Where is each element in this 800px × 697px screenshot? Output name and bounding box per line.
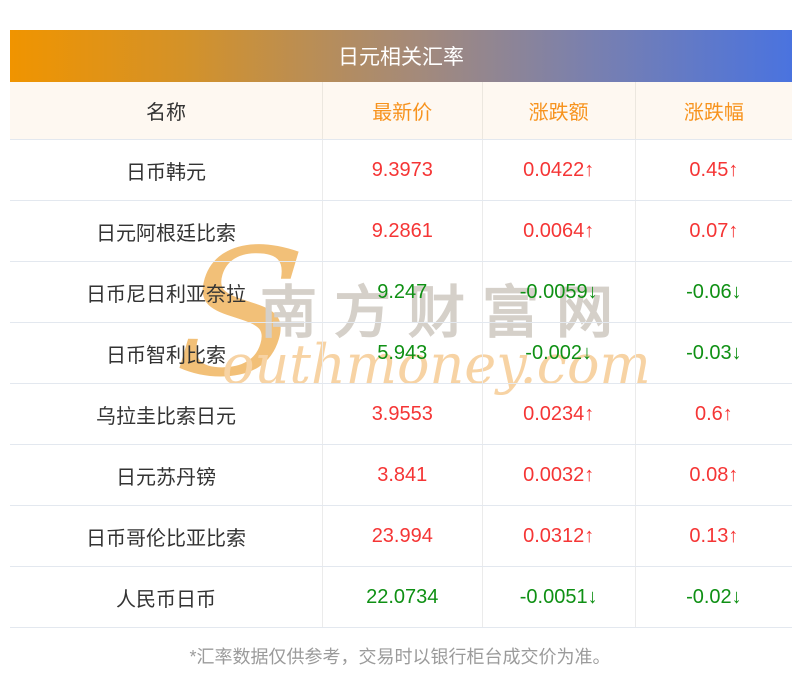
row-pct: -0.03↓ (634, 323, 792, 383)
row-name: 日币韩元 (126, 161, 206, 184)
exchange-rate-table: 日元相关汇率 名称 最新价 涨跌额 涨跌幅 日币韩元 9.3973 0.0422… (10, 30, 792, 628)
header-pct: 涨跌幅 (634, 82, 792, 139)
row-change: 0.0312↑ (481, 506, 635, 566)
table-row: 乌拉圭比索日元 3.9553 0.0234↑ 0.6↑ (10, 384, 792, 445)
row-name: 乌拉圭比索日元 (96, 405, 236, 428)
header-name: 名称 (146, 102, 186, 124)
table-row: 日元苏丹镑 3.841 0.0032↑ 0.08↑ (10, 445, 792, 506)
row-price: 3.841 (322, 445, 482, 505)
table-title: 日元相关汇率 (338, 46, 464, 69)
row-name: 日币智利比索 (106, 344, 226, 367)
row-change: 0.0032↑ (481, 445, 635, 505)
row-pct: -0.06↓ (634, 262, 792, 322)
row-pct: 0.45↑ (634, 140, 792, 200)
row-price: 9.2861 (322, 201, 482, 261)
row-name: 人民币日币 (116, 588, 216, 611)
row-price: 5.943 (322, 323, 482, 383)
row-price: 9.247 (322, 262, 482, 322)
row-pct: 0.6↑ (634, 384, 792, 444)
table-row: 人民币日币 22.0734 -0.0051↓ -0.02↓ (10, 567, 792, 628)
row-price: 9.3973 (322, 140, 482, 200)
row-change: 0.0422↑ (481, 140, 635, 200)
row-change: 0.0234↑ (481, 384, 635, 444)
row-pct: 0.07↑ (634, 201, 792, 261)
disclaimer-note: *汇率数据仅供参考，交易时以银行柜台成交价为准。 (189, 647, 611, 667)
row-change: -0.0059↓ (481, 262, 635, 322)
row-price: 22.0734 (322, 567, 482, 627)
row-name: 日币哥伦比亚比索 (86, 527, 246, 550)
row-change: 0.0064↑ (481, 201, 635, 261)
table-row: 日元阿根廷比索 9.2861 0.0064↑ 0.07↑ (10, 201, 792, 262)
table-header-row: 名称 最新价 涨跌额 涨跌幅 (10, 82, 792, 140)
row-pct: -0.02↓ (634, 567, 792, 627)
table-row: 日币哥伦比亚比索 23.994 0.0312↑ 0.13↑ (10, 506, 792, 567)
header-price: 最新价 (322, 82, 482, 139)
table-body: 日币韩元 9.3973 0.0422↑ 0.45↑ 日元阿根廷比索 9.2861… (10, 140, 792, 628)
row-price: 3.9553 (322, 384, 482, 444)
row-pct: 0.13↑ (634, 506, 792, 566)
header-change: 涨跌额 (481, 82, 635, 139)
table-row: 日币智利比索 5.943 -0.002↓ -0.03↓ (10, 323, 792, 384)
table-title-bar: 日元相关汇率 (10, 30, 792, 82)
row-change: -0.0051↓ (481, 567, 635, 627)
row-pct: 0.08↑ (634, 445, 792, 505)
row-name: 日元阿根廷比索 (96, 222, 236, 245)
row-price: 23.994 (322, 506, 482, 566)
row-name: 日币尼日利亚奈拉 (86, 283, 246, 306)
table-row: 日币尼日利亚奈拉 9.247 -0.0059↓ -0.06↓ (10, 262, 792, 323)
row-change: -0.002↓ (481, 323, 635, 383)
row-name: 日元苏丹镑 (116, 466, 216, 489)
table-row: 日币韩元 9.3973 0.0422↑ 0.45↑ (10, 140, 792, 201)
